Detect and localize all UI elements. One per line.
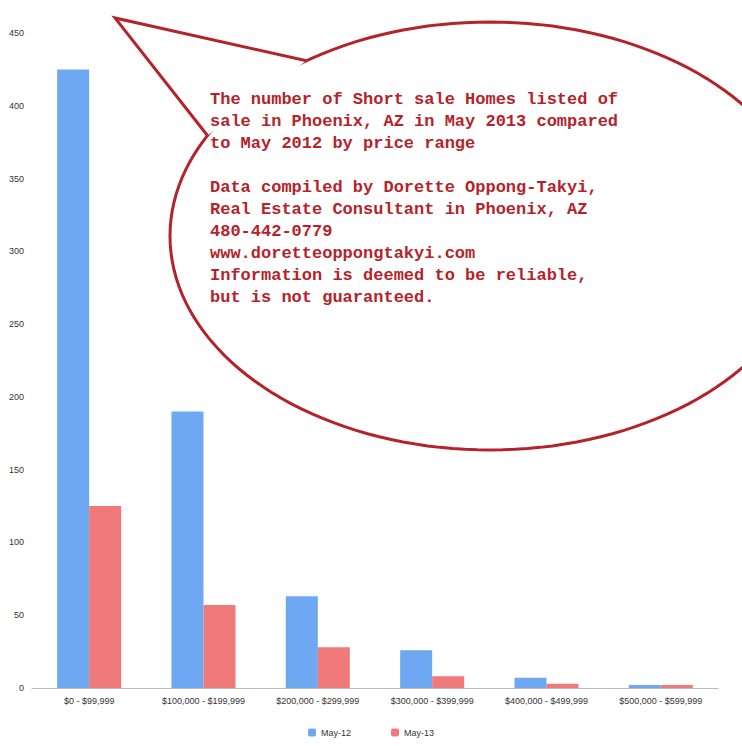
svg-text:480-442-0779: 480-442-0779 bbox=[210, 222, 332, 241]
svg-text:but is not guaranteed.: but is not guaranteed. bbox=[210, 288, 434, 307]
svg-text:0: 0 bbox=[19, 683, 24, 693]
svg-text:Information is deemed to be re: Information is deemed to be reliable, bbox=[210, 266, 587, 285]
svg-text:400: 400 bbox=[9, 101, 24, 111]
svg-text:250: 250 bbox=[9, 319, 24, 329]
svg-text:$100,000 - $199,999: $100,000 - $199,999 bbox=[162, 696, 245, 706]
svg-text:300: 300 bbox=[9, 246, 24, 256]
svg-text:$300,000 - $399,999: $300,000 - $399,999 bbox=[391, 696, 474, 706]
svg-text:May-13: May-13 bbox=[404, 728, 434, 738]
svg-text:The number of Short sale Homes: The number of Short sale Homes listed of bbox=[210, 90, 618, 109]
svg-text:$0 - $99,999: $0 - $99,999 bbox=[64, 696, 115, 706]
svg-text:www.doretteoppongtakyi.com: www.doretteoppongtakyi.com bbox=[210, 244, 475, 263]
svg-text:to May 2012 by price range: to May 2012 by price range bbox=[210, 134, 475, 153]
svg-text:Real Estate Consultant in Phoe: Real Estate Consultant in Phoenix, AZ bbox=[210, 200, 587, 219]
svg-text:150: 150 bbox=[9, 465, 24, 475]
svg-text:$200,000 - $299,999: $200,000 - $299,999 bbox=[276, 696, 359, 706]
svg-text:350: 350 bbox=[9, 174, 24, 184]
svg-text:sale in Phoenix, AZ in May 201: sale in Phoenix, AZ in May 2013 compared bbox=[210, 112, 618, 131]
svg-text:100: 100 bbox=[9, 537, 24, 547]
svg-text:$500,000 - $599,999: $500,000 - $599,999 bbox=[619, 696, 702, 706]
svg-text:May-12: May-12 bbox=[321, 728, 351, 738]
svg-text:200: 200 bbox=[9, 392, 24, 402]
svg-text:$400,000 - $499,999: $400,000 - $499,999 bbox=[505, 696, 588, 706]
svg-text:Data compiled by Dorette Oppon: Data compiled by Dorette Oppong-Takyi, bbox=[210, 178, 598, 197]
svg-text:50: 50 bbox=[14, 610, 24, 620]
svg-text:450: 450 bbox=[9, 28, 24, 38]
